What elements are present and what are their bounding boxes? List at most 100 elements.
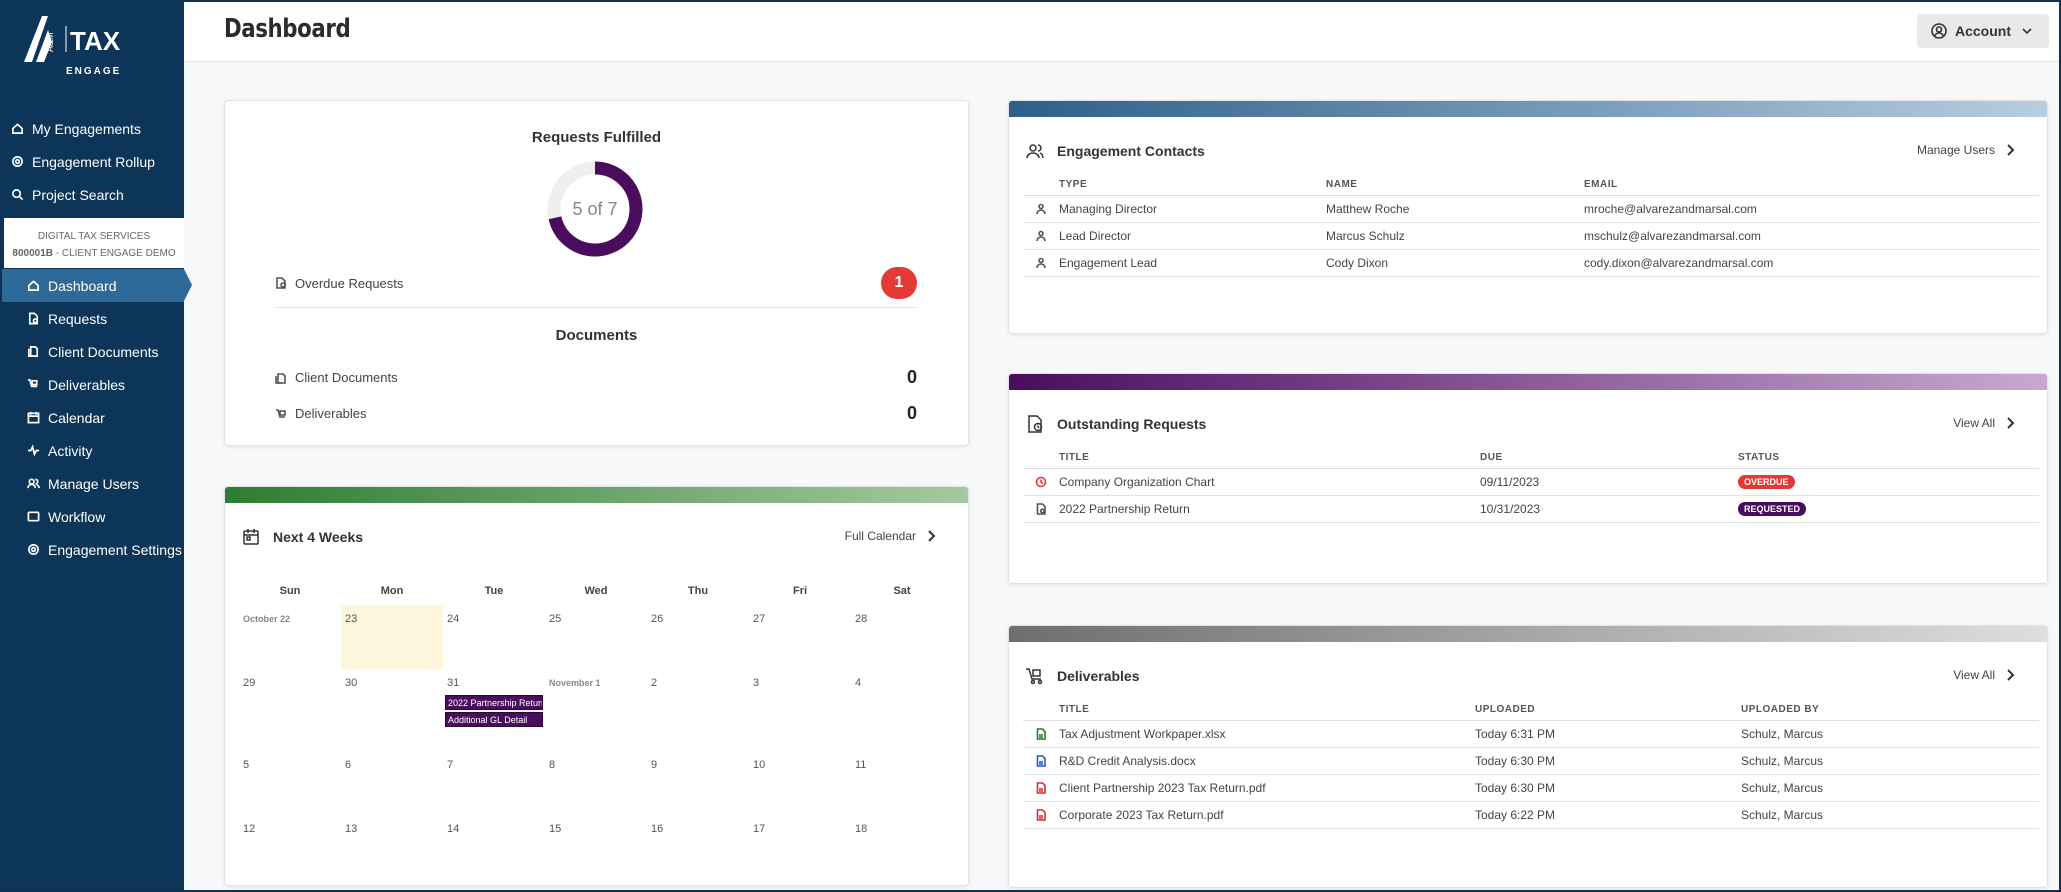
calendar-day[interactable]: 4 <box>851 669 953 751</box>
deliverable-row[interactable]: R&D Credit Analysis.docx Today 6:30 PM Sch… <box>1023 747 2039 775</box>
col-type: TYPE <box>1059 175 1326 196</box>
contact-row[interactable]: Managing Director Matthew Roche mroche@alv… <box>1023 195 2039 223</box>
overdue-requests-row[interactable]: Overdue Requests 1 <box>275 267 917 299</box>
deliverables-row[interactable]: Deliverables 0 <box>275 403 917 424</box>
am-tax-engage-logo[interactable]: A&M TAX ENGAGE <box>22 12 162 78</box>
nav-item-dashboard[interactable]: Dashboard <box>2 269 192 302</box>
chevron-right-icon <box>2007 417 2015 429</box>
calendar-day[interactable]: 18 <box>851 815 953 879</box>
day-number: 4 <box>855 677 862 689</box>
calendar-day[interactable]: 24 <box>443 605 545 669</box>
calendar-day[interactable]: 13 <box>341 815 443 879</box>
calendar-day[interactable]: 9 <box>647 751 749 815</box>
calendar-event[interactable]: 2022 Partnership Return <box>445 695 543 710</box>
nav-item-requests[interactable]: Requests <box>2 302 184 335</box>
request-row[interactable]: Company Organization Chart 09/11/2023 OVER… <box>1023 468 2039 496</box>
chevron-down-icon <box>2022 28 2032 35</box>
calendar-day[interactable]: November 1 <box>545 669 647 751</box>
day-number: 26 <box>651 613 664 625</box>
nav-item-engagement-rollup[interactable]: Engagement Rollup <box>2 145 184 178</box>
nav-item-activity[interactable]: Activity <box>2 434 184 467</box>
calendar-day[interactable]: 25 <box>545 605 647 669</box>
nav-item-my-engagements[interactable]: My Engagements <box>2 112 184 145</box>
deliverable-title[interactable]: Client Partnership 2023 Tax Return.pdf <box>1059 774 1475 802</box>
contact-row[interactable]: Lead Director Marcus Schulz mschulz@alvare… <box>1023 222 2039 250</box>
calendar-day[interactable]: 2 <box>647 669 749 751</box>
calendar-day[interactable]: 14 <box>443 815 545 879</box>
nav-item-label: Deliverables <box>48 376 126 393</box>
deliverable-title[interactable]: Corporate 2023 Tax Return.pdf <box>1059 801 1475 829</box>
calendar-day[interactable]: 15 <box>545 815 647 879</box>
client-documents-row[interactable]: Client Documents 0 <box>275 367 917 388</box>
deliverable-row[interactable]: Client Partnership 2023 Tax Return.pdf To… <box>1023 774 2039 802</box>
nav-item-deliverables[interactable]: Deliverables <box>2 368 184 401</box>
client-name: - CLIENT ENGAGE DEMO <box>52 248 176 259</box>
person-icon <box>1023 249 1059 277</box>
deliverable-uploaded-by: Schulz, Marcus <box>1741 747 2039 775</box>
calendar-day[interactable]: 11 <box>851 751 953 815</box>
day-number: 6 <box>345 759 352 771</box>
documents-icon <box>275 372 286 384</box>
contacts-table: TYPE NAME EMAIL Managing Director Matthew… <box>1023 175 2039 277</box>
nav-item-engagement-settings[interactable]: Engagement Settings <box>2 533 184 566</box>
nav-item-calendar[interactable]: Calendar <box>2 401 184 434</box>
svg-text:A&M: A&M <box>45 32 55 52</box>
requests-fulfilled-title: Requests Fulfilled <box>531 129 662 146</box>
view-all-label: View All <box>1953 668 1995 682</box>
calendar-day[interactable]: 7 <box>443 751 545 815</box>
account-button[interactable]: Account <box>1917 14 2049 48</box>
contacts-title: Engagement Contacts <box>1057 143 1205 159</box>
donut-label: 5 of 7 <box>572 199 617 219</box>
calendar-day[interactable]: 17 <box>749 815 851 879</box>
calendar-day[interactable]: 29 <box>239 669 341 751</box>
calendar-day[interactable]: 6 <box>341 751 443 815</box>
calendar-day[interactable]: 5 <box>239 751 341 815</box>
contact-email: cody.dixon@alvarezandmarsal.com <box>1584 249 2039 277</box>
deliverable-row[interactable]: Corporate 2023 Tax Return.pdf Today 6:22 … <box>1023 801 2039 829</box>
calendar-day[interactable]: 3 <box>749 669 851 751</box>
day-number: 27 <box>753 613 766 625</box>
request-icon <box>1028 415 1043 433</box>
deliverables-icon <box>26 378 40 392</box>
overdue-count-badge: 1 <box>881 267 917 299</box>
page-title: Dashboard <box>224 14 351 44</box>
outstanding-header: Outstanding Requests <box>1025 414 1206 434</box>
svg-text:ENGAGE: ENGAGE <box>66 66 121 77</box>
deliverables-label: Deliverables <box>295 406 367 421</box>
nav-item-manage-users[interactable]: Manage Users <box>2 467 184 500</box>
nav-item-client-documents[interactable]: Client Documents <box>2 335 184 368</box>
calendar-day[interactable]: 27 <box>749 605 851 669</box>
outstanding-view-all-link[interactable]: View All <box>1953 416 2017 430</box>
calendar-day[interactable]: 31 2022 Partnership Return Additional GL D… <box>443 669 545 751</box>
user-circle-icon <box>1931 23 1947 39</box>
request-row[interactable]: 2022 Partnership Return 10/31/2023 REQUEST… <box>1023 495 2039 523</box>
calendar-day[interactable]: 16 <box>647 815 749 879</box>
client-selector[interactable]: DIGITAL TAX SERVICES 800001B - CLIENT EN… <box>4 218 184 268</box>
calendar-day[interactable]: 12 <box>239 815 341 879</box>
calendar-day[interactable]: October 22 <box>239 605 341 669</box>
nav-item-workflow[interactable]: Workflow <box>2 500 184 533</box>
manage-users-link[interactable]: Manage Users <box>1917 143 2017 157</box>
day-number: 24 <box>447 613 460 625</box>
nav-item-project-search[interactable]: Project Search <box>2 178 184 211</box>
full-calendar-link[interactable]: Full Calendar <box>845 529 938 543</box>
day-number: 31 <box>447 677 460 689</box>
deliverable-uploaded-by: Schulz, Marcus <box>1741 720 2039 748</box>
calendar-day-today[interactable]: 23 <box>341 605 443 669</box>
calendar-day[interactable]: 10 <box>749 751 851 815</box>
header: Dashboard Account <box>184 2 2059 62</box>
deliverables-view-all-link[interactable]: View All <box>1953 668 2017 682</box>
weekday-sun: Sun <box>279 585 301 597</box>
calendar-card: Next 4 Weeks Full Calendar Sun Mon Tue Wed T… <box>224 486 969 886</box>
calendar-day[interactable]: 8 <box>545 751 647 815</box>
calendar-event[interactable]: Additional GL Detail <box>445 712 543 727</box>
weekday-fri: Fri <box>792 585 808 597</box>
contact-row[interactable]: Engagement Lead Cody Dixon cody.dixon@alva… <box>1023 249 2039 277</box>
deliverable-title[interactable]: R&D Credit Analysis.docx <box>1059 747 1475 775</box>
deliverable-row[interactable]: Tax Adjustment Workpaper.xlsx Today 6:31 … <box>1023 720 2039 748</box>
calendar-day[interactable]: 28 <box>851 605 953 669</box>
deliverable-title[interactable]: Tax Adjustment Workpaper.xlsx <box>1059 720 1475 748</box>
request-title: 2022 Partnership Return <box>1059 495 1480 523</box>
calendar-day[interactable]: 26 <box>647 605 749 669</box>
calendar-day[interactable]: 30 <box>341 669 443 751</box>
